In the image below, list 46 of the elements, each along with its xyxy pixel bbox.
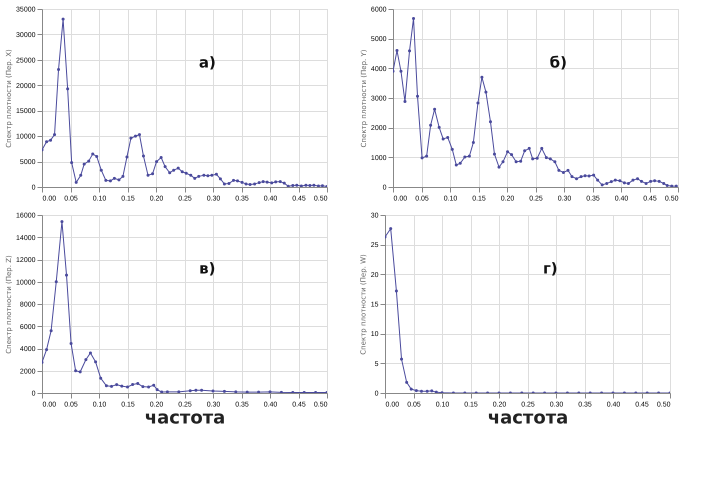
point <box>65 274 68 277</box>
point <box>74 369 78 372</box>
annotation: г) <box>542 259 558 278</box>
point <box>120 384 124 388</box>
annotation: а) <box>198 53 216 72</box>
annotation: б) <box>550 53 567 72</box>
annotation: в) <box>199 259 216 278</box>
point <box>60 220 64 224</box>
point <box>110 384 114 388</box>
point <box>212 390 214 392</box>
point <box>400 358 404 361</box>
point <box>136 382 140 386</box>
point <box>115 383 118 386</box>
point <box>405 380 408 384</box>
x-axis-title: частота <box>144 408 226 428</box>
point <box>104 384 108 388</box>
point <box>414 389 418 392</box>
point <box>194 388 198 392</box>
point <box>131 383 134 386</box>
point <box>99 376 102 380</box>
point <box>389 227 392 230</box>
point <box>188 389 192 392</box>
point <box>45 348 48 352</box>
point <box>126 385 129 388</box>
point <box>234 390 238 393</box>
point <box>222 390 226 393</box>
point <box>200 388 204 392</box>
point <box>420 390 423 393</box>
point <box>70 342 73 345</box>
point <box>88 351 92 354</box>
point <box>141 385 144 388</box>
x-axis-title: частота <box>488 408 568 428</box>
point <box>410 388 413 391</box>
point <box>50 329 53 332</box>
point <box>54 280 58 284</box>
point <box>156 388 159 392</box>
point <box>430 389 434 392</box>
point <box>78 370 82 374</box>
point <box>152 384 156 387</box>
point <box>84 358 88 362</box>
point <box>94 360 98 364</box>
point <box>147 385 150 388</box>
point <box>177 390 180 393</box>
point <box>394 289 398 292</box>
point <box>166 390 169 393</box>
point <box>426 390 429 393</box>
